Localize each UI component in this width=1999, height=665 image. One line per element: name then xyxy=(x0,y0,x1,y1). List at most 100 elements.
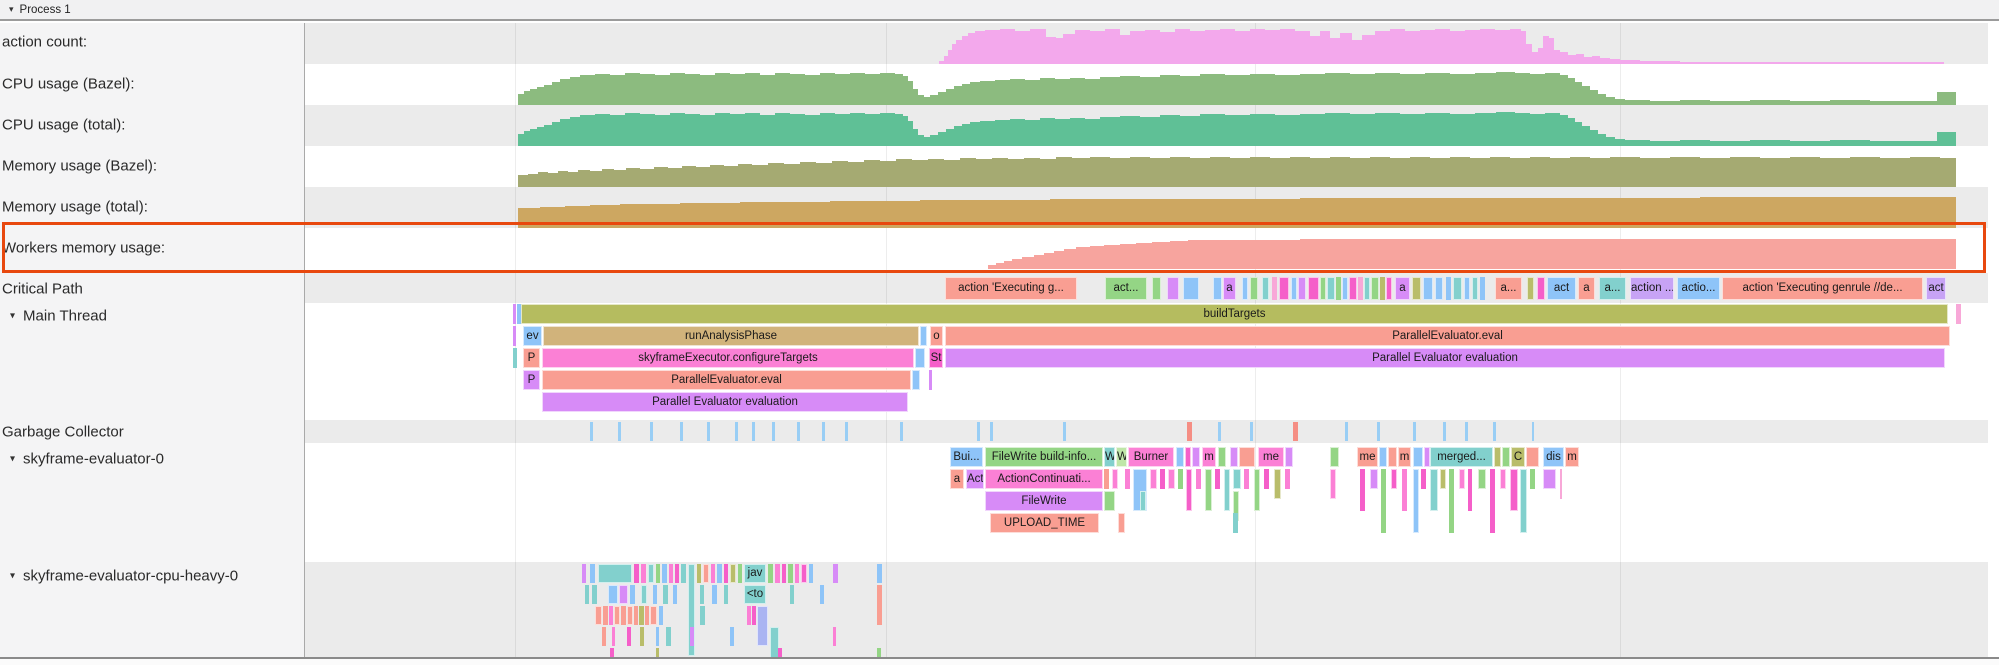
skyframe-evaluator-0-slice[interactable]: FileWrite xyxy=(985,491,1103,511)
skyframe-evaluator-cpu-heavy-0-slice-fragment[interactable] xyxy=(656,627,659,646)
garbage-collector-slice-fragment[interactable] xyxy=(707,422,710,441)
skyframe-evaluator-cpu-heavy-0-slice-fragment[interactable] xyxy=(690,627,694,646)
critical-path-slice-fragment[interactable] xyxy=(1386,277,1392,300)
skyframe-evaluator-0-slice-fragment[interactable] xyxy=(1494,447,1501,467)
critical-path-slice[interactable]: a xyxy=(1578,277,1595,300)
skyframe-evaluator-cpu-heavy-0-slice-fragment[interactable] xyxy=(650,606,657,625)
critical-path-slice-fragment[interactable] xyxy=(1167,277,1179,300)
critical-path-slice-fragment[interactable] xyxy=(1371,277,1379,300)
critical-path-slice-fragment[interactable] xyxy=(1423,277,1433,300)
skyframe-evaluator-cpu-heavy-0-slice-fragment[interactable] xyxy=(790,585,794,604)
skyframe-evaluator-0-slice-fragment[interactable] xyxy=(1244,469,1249,489)
skyframe-evaluator-0-slice[interactable]: UPLOAD_TIME xyxy=(990,513,1099,533)
critical-path-slice-fragment[interactable] xyxy=(1464,277,1470,300)
critical-path-slice-fragment[interactable] xyxy=(1250,277,1258,300)
skyframe-evaluator-cpu-heavy-0-slice-fragment[interactable] xyxy=(775,564,780,583)
main-thread-slice[interactable]: P xyxy=(523,348,540,368)
skyframe-evaluator-0-slice[interactable]: merged... xyxy=(1430,447,1493,467)
skyframe-evaluator-cpu-heavy-0-slice-fragment[interactable] xyxy=(614,606,620,625)
main-thread-slice-fragment[interactable] xyxy=(513,348,517,368)
critical-path-slice-fragment[interactable] xyxy=(1320,277,1326,300)
garbage-collector-slice-fragment[interactable] xyxy=(1187,422,1192,441)
skyframe-evaluator-cpu-heavy-0-slice-fragment[interactable] xyxy=(619,585,628,604)
skyframe-evaluator-cpu-heavy-0-slice-fragment[interactable] xyxy=(612,627,615,646)
skyframe-evaluator-cpu-heavy-0-slice-fragment[interactable] xyxy=(656,648,659,658)
skyframe-evaluator-cpu-heavy-0-slice-fragment[interactable] xyxy=(621,606,626,625)
main-thread-slice[interactable]: skyframeExecutor.configureTargets xyxy=(542,348,914,368)
skyframe-evaluator-0-slice-fragment[interactable] xyxy=(1218,447,1226,467)
skyframe-evaluator-cpu-heavy-0-slice-fragment[interactable] xyxy=(592,585,597,604)
skyframe-evaluator-cpu-heavy-0-slice-fragment[interactable] xyxy=(645,606,649,625)
skyframe-evaluator-cpu-heavy-0-slice-fragment[interactable] xyxy=(724,585,728,604)
skyframe-evaluator-cpu-heavy-0-slice-fragment[interactable] xyxy=(609,606,613,625)
action-count-chart[interactable] xyxy=(0,23,1999,64)
main-thread-slice-fragment[interactable] xyxy=(929,370,932,390)
main-thread-slice-fragment[interactable] xyxy=(513,326,516,346)
main-thread-slice[interactable]: St xyxy=(929,348,943,368)
skyframe-evaluator-0-slice[interactable]: FileWrite build-info... xyxy=(985,447,1103,467)
critical-path-slice[interactable]: a... xyxy=(1495,277,1522,300)
collapse-arrow-icon[interactable]: ▾ xyxy=(10,570,16,582)
critical-path-slice-fragment[interactable] xyxy=(1342,277,1348,300)
critical-path-slice[interactable]: action 'Executing genrule //de... xyxy=(1722,277,1923,300)
skyframe-evaluator-cpu-heavy-0-slice-fragment[interactable] xyxy=(656,564,660,583)
skyframe-evaluator-cpu-heavy-0-slice-fragment[interactable] xyxy=(778,648,782,658)
skyframe-evaluator-cpu-heavy-0-slice-fragment[interactable] xyxy=(659,606,663,625)
skyframe-evaluator-0-slice-fragment[interactable] xyxy=(1391,469,1397,489)
skyframe-evaluator-0-slice[interactable]: m xyxy=(1565,447,1579,467)
skyframe-evaluator-cpu-heavy-0-slice-fragment[interactable] xyxy=(627,606,633,625)
skyframe-evaluator-cpu-heavy-0-slice-fragment[interactable] xyxy=(582,564,586,583)
critical-path-slice-fragment[interactable] xyxy=(1472,277,1478,300)
skyframe-evaluator-cpu-heavy-0-slice-fragment[interactable] xyxy=(712,585,717,604)
skyframe-evaluator-0-slice[interactable]: me xyxy=(1357,447,1378,467)
skyframe-evaluator-0-slice-fragment[interactable] xyxy=(1530,469,1535,489)
skyframe-evaluator-0-slice-fragment[interactable] xyxy=(1112,469,1118,489)
garbage-collector-slice-fragment[interactable] xyxy=(752,422,755,441)
garbage-collector-slice-fragment[interactable] xyxy=(650,422,653,441)
skyframe-evaluator-0-slice-fragment[interactable] xyxy=(1264,469,1269,489)
skyframe-evaluator-cpu-heavy-0-slice-fragment[interactable] xyxy=(809,564,813,583)
skyframe-evaluator-0-slice-fragment[interactable] xyxy=(1330,469,1336,499)
skyframe-evaluator-0-slice-fragment[interactable] xyxy=(1233,513,1238,533)
skyframe-evaluator-0-slice-fragment[interactable] xyxy=(1168,469,1175,489)
garbage-collector-slice-fragment[interactable] xyxy=(1493,422,1496,441)
critical-path-slice[interactable]: actio... xyxy=(1677,277,1720,300)
skyframe-evaluator-cpu-heavy-0-slice-fragment[interactable] xyxy=(630,585,635,604)
critical-path-slice-fragment[interactable] xyxy=(1453,277,1462,300)
critical-path-slice-fragment[interactable] xyxy=(1213,277,1222,300)
skyframe-evaluator-cpu-heavy-0-slice-fragment[interactable] xyxy=(681,564,686,583)
main-thread-slice[interactable]: buildTargets xyxy=(521,304,1948,324)
critical-path-slice-fragment[interactable] xyxy=(1183,277,1199,300)
skyframe-evaluator-0-slice-fragment[interactable] xyxy=(1413,469,1419,533)
main-thread-slice-fragment[interactable] xyxy=(912,370,920,390)
main-thread-slice[interactable]: ParallelEvaluator.eval xyxy=(542,370,911,390)
skyframe-evaluator-0-slice-fragment[interactable] xyxy=(1440,469,1446,489)
skyframe-evaluator-0-slice-fragment[interactable] xyxy=(1233,469,1241,489)
skyframe-evaluator-cpu-heavy-0-slice-fragment[interactable] xyxy=(877,648,881,658)
garbage-collector-slice-fragment[interactable] xyxy=(618,422,621,441)
skyframe-evaluator-0-slice-fragment[interactable] xyxy=(1490,469,1495,533)
skyframe-evaluator-0-slice-fragment[interactable] xyxy=(1510,469,1518,511)
main-thread-slice[interactable]: P xyxy=(523,370,540,390)
skyframe-evaluator-cpu-heavy-0-slice-fragment[interactable] xyxy=(752,606,756,625)
skyframe-evaluator-0-slice-fragment[interactable] xyxy=(1230,447,1238,467)
critical-path-slice-fragment[interactable] xyxy=(1364,277,1370,300)
critical-path-slice[interactable]: act xyxy=(1926,277,1946,300)
critical-path-slice-fragment[interactable] xyxy=(1537,277,1545,300)
skyframe-evaluator-0-slice-fragment[interactable] xyxy=(1224,469,1230,511)
main-thread-slice[interactable]: Parallel Evaluator evaluation xyxy=(945,348,1945,368)
skyframe-evaluator-0-slice[interactable]: Burner xyxy=(1128,447,1174,467)
garbage-collector-slice-fragment[interactable] xyxy=(1250,422,1253,441)
memory-usage-bazel-chart[interactable] xyxy=(0,146,1999,187)
main-thread-slice[interactable]: ParallelEvaluator.eval xyxy=(945,326,1950,346)
skyframe-evaluator-0-slice-fragment[interactable] xyxy=(1526,447,1539,467)
skyframe-evaluator-cpu-heavy-0-slice-fragment[interactable] xyxy=(795,564,799,583)
skyframe-evaluator-cpu-heavy-0-slice-fragment[interactable] xyxy=(768,564,773,583)
skyframe-evaluator-0-slice-fragment[interactable] xyxy=(1379,447,1387,467)
skyframe-evaluator-0-slice-fragment[interactable] xyxy=(1560,469,1562,499)
skyframe-evaluator-cpu-heavy-0-slice-fragment[interactable] xyxy=(590,564,595,583)
skyframe-evaluator-cpu-heavy-0-slice-fragment[interactable] xyxy=(666,627,671,646)
skyframe-evaluator-cpu-heavy-0-slice-fragment[interactable] xyxy=(663,585,668,604)
skyframe-evaluator-0-slice-fragment[interactable] xyxy=(1254,469,1260,511)
